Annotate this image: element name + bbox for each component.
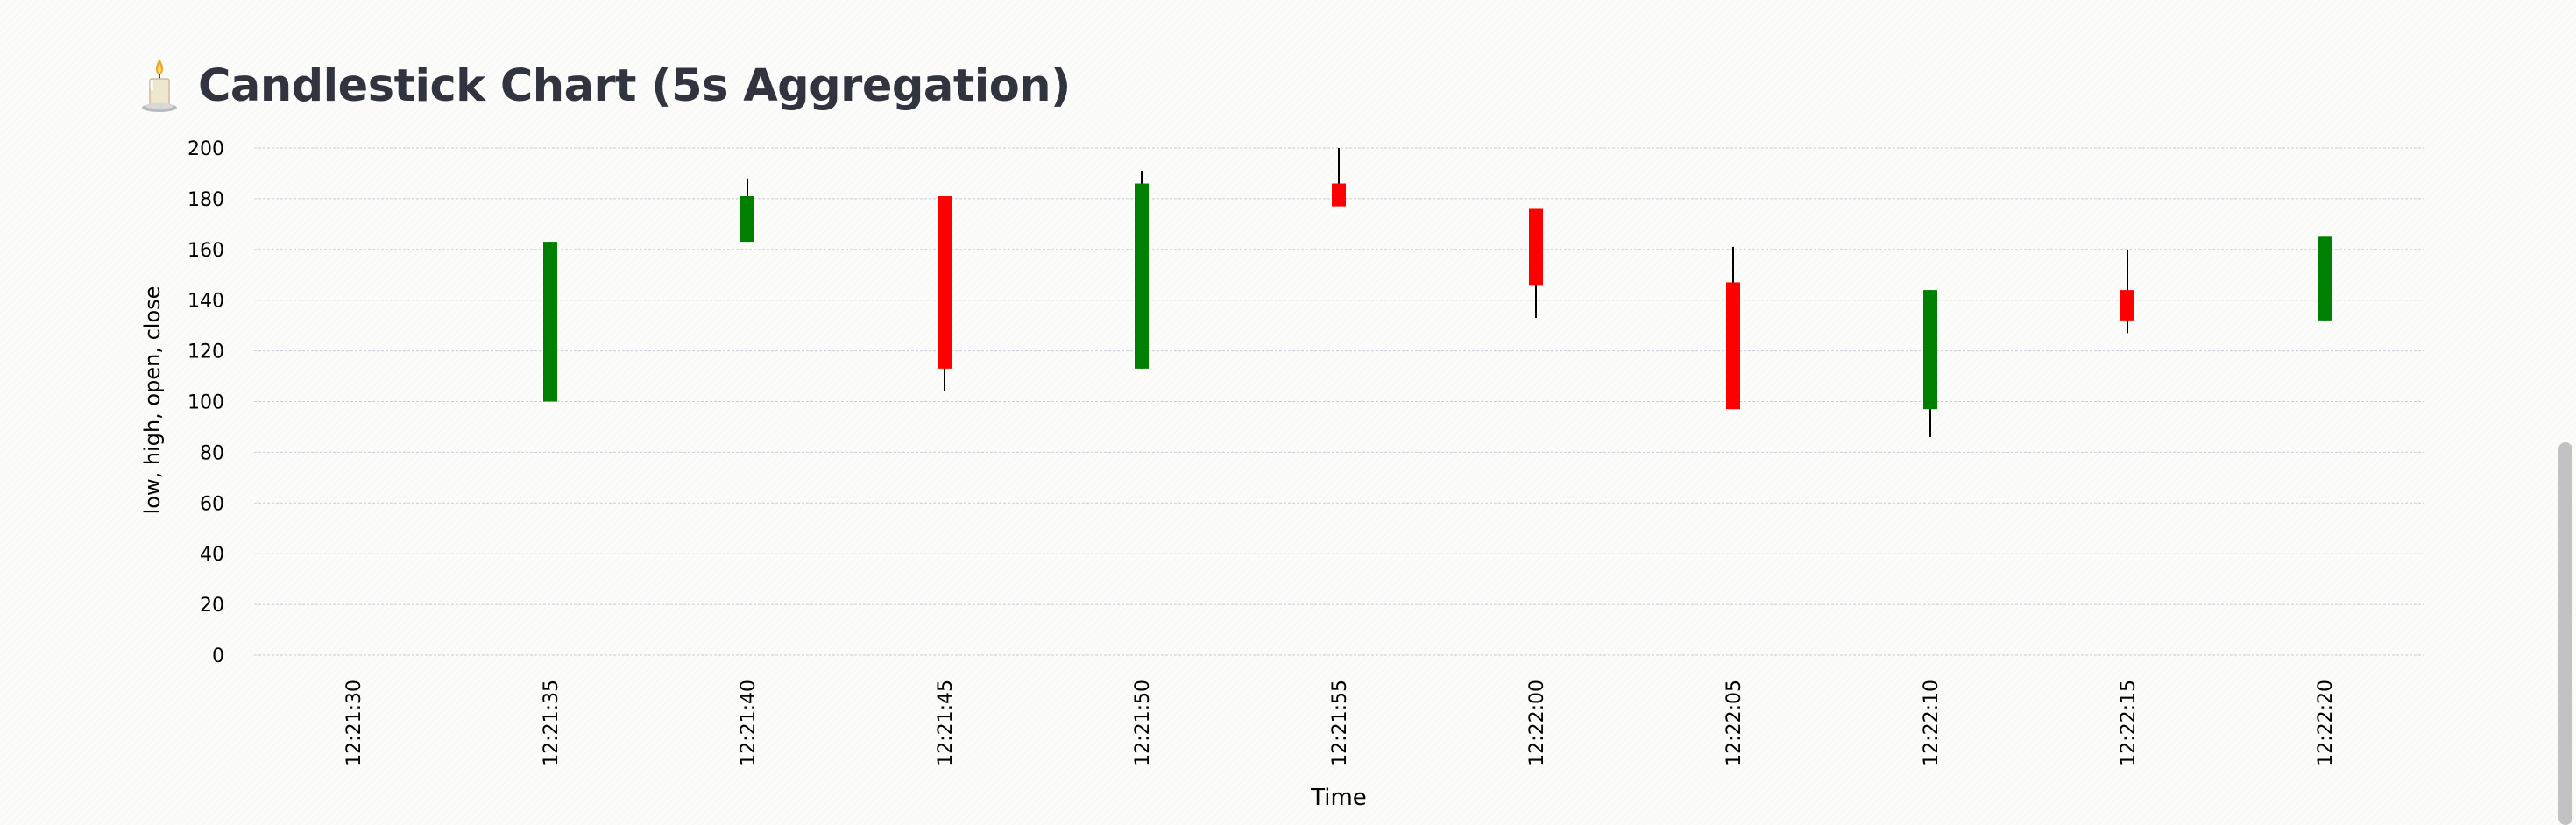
candle-body-increasing (543, 242, 557, 402)
candle-icon (142, 59, 177, 112)
candle (1923, 290, 1937, 438)
candle-body-increasing (740, 196, 754, 243)
candle (2318, 236, 2332, 321)
y-tick-label: 100 (188, 392, 224, 414)
x-tick-label: 12:21:45 (935, 680, 957, 766)
page-heading: Candlestick Chart (5s Aggregation) (140, 51, 1071, 121)
x-tick-label: 12:22:05 (1723, 680, 1745, 766)
vertical-scrollbar[interactable] (2553, 0, 2576, 825)
x-tick-label: 12:22:20 (2315, 680, 2337, 766)
candle (1332, 148, 1346, 207)
candle (1726, 246, 1740, 410)
y-tick-label: 20 (200, 595, 224, 617)
candle-body-decreasing (938, 196, 952, 369)
candle-body-increasing (1923, 290, 1937, 410)
x-axis-title: Time (1310, 785, 1367, 811)
candle (2120, 249, 2134, 334)
candle (740, 178, 754, 243)
x-tick-label: 12:22:15 (2118, 680, 2140, 766)
y-tick-label: 60 (200, 493, 224, 515)
y-tick-label: 0 (212, 645, 224, 667)
y-tick-label: 200 (188, 138, 224, 160)
y-axis-title: low, high, open, close (140, 286, 165, 515)
candles (543, 148, 2332, 438)
x-tick-label: 12:22:00 (1526, 680, 1548, 766)
candle (938, 196, 952, 391)
candle-body-increasing (2318, 236, 2332, 321)
candle-body-decreasing (2120, 290, 2134, 321)
y-tick-label: 40 (200, 544, 224, 566)
candle (1135, 171, 1149, 369)
x-tick-label: 12:21:35 (541, 680, 563, 766)
candle-body-decreasing (1529, 208, 1543, 286)
y-tick-label: 140 (188, 291, 224, 313)
candle-body-increasing (1135, 183, 1149, 369)
candle-body-decreasing (1332, 183, 1346, 207)
x-tick-label: 12:22:10 (1921, 680, 1943, 766)
x-tick-label: 12:21:30 (343, 680, 365, 766)
candle (543, 242, 557, 402)
candle-body-decreasing (1726, 282, 1740, 410)
y-tick-label: 180 (188, 189, 224, 211)
y-tick-label: 80 (200, 442, 224, 464)
x-tick-label: 12:21:40 (738, 680, 760, 766)
y-axis: 0 20 40 60 80 100 120 140 160 180 200 (188, 138, 224, 667)
scrollbar-thumb[interactable] (2558, 442, 2572, 825)
y-tick-label: 120 (188, 342, 224, 363)
page-title: Candlestick Chart (5s Aggregation) (198, 60, 1071, 112)
x-tick-label: 12:21:55 (1329, 680, 1351, 766)
x-tick-label: 12:21:50 (1132, 680, 1154, 766)
candle (1529, 208, 1543, 318)
grid-layer (254, 147, 2424, 656)
x-axis: 12:21:30 12:21:35 12:21:40 12:21:45 12:21:50… (343, 680, 2337, 766)
y-tick-label: 160 (188, 240, 224, 262)
